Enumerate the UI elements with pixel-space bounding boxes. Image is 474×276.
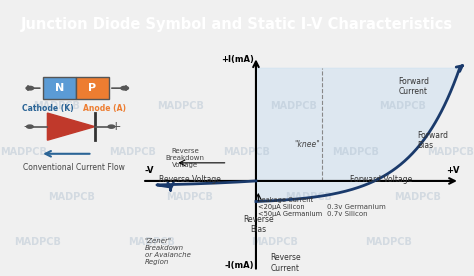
Text: Cathode (K): Cathode (K)	[22, 104, 73, 113]
Text: -: -	[24, 120, 28, 133]
Circle shape	[108, 125, 115, 128]
Text: +: +	[111, 120, 121, 133]
Text: Conventional Current Flow: Conventional Current Flow	[23, 163, 124, 172]
Text: "knee": "knee"	[294, 140, 320, 149]
Text: 0.3v Germanium
0.7v Silicon: 0.3v Germanium 0.7v Silicon	[327, 204, 386, 217]
Text: Forward
Current: Forward Current	[398, 77, 429, 96]
Text: Reverse
Breakdown
Voltage: Reverse Breakdown Voltage	[165, 148, 204, 168]
Text: MADPCB: MADPCB	[252, 237, 298, 247]
Circle shape	[26, 86, 34, 90]
Text: MADPCB: MADPCB	[380, 101, 426, 111]
FancyBboxPatch shape	[76, 77, 109, 99]
Text: MADPCB: MADPCB	[427, 147, 474, 156]
Text: MADPCB: MADPCB	[166, 192, 213, 202]
FancyBboxPatch shape	[43, 77, 76, 99]
Text: Leakage Current
<20μA Silicon
<50μA Germanium: Leakage Current <20μA Silicon <50μA Germ…	[258, 197, 322, 217]
Text: "Zener"
Breakdown
or Avalanche
Region: "Zener" Breakdown or Avalanche Region	[145, 238, 191, 264]
Text: N: N	[55, 83, 64, 93]
Text: Anode (A): Anode (A)	[83, 104, 126, 113]
Text: Reverse
Current: Reverse Current	[270, 253, 301, 273]
Text: Forward Voltage: Forward Voltage	[350, 175, 412, 184]
Text: MADPCB: MADPCB	[332, 147, 379, 156]
Text: MADPCB: MADPCB	[271, 101, 317, 111]
Text: MADPCB: MADPCB	[285, 192, 331, 202]
Text: Reverse Voltage: Reverse Voltage	[159, 175, 221, 184]
Text: +I(mA): +I(mA)	[221, 55, 254, 64]
Text: MADPCB: MADPCB	[48, 192, 94, 202]
Text: MADPCB: MADPCB	[128, 237, 175, 247]
Text: Junction Diode Symbol and Static I-V Characteristics: Junction Diode Symbol and Static I-V Cha…	[21, 17, 453, 32]
Text: +V: +V	[447, 166, 460, 175]
Text: Forward
Bias: Forward Bias	[417, 131, 448, 150]
Text: MADPCB: MADPCB	[34, 101, 80, 111]
Text: MADPCB: MADPCB	[157, 101, 203, 111]
Text: P: P	[88, 83, 97, 93]
Text: MADPCB: MADPCB	[394, 192, 440, 202]
Text: MADPCB: MADPCB	[365, 237, 412, 247]
Text: -V: -V	[145, 166, 154, 175]
Text: MADPCB: MADPCB	[15, 237, 61, 247]
Circle shape	[121, 86, 128, 90]
Text: Reverse
Bias: Reverse Bias	[243, 215, 273, 234]
Text: MADPCB: MADPCB	[223, 147, 270, 156]
Text: MADPCB: MADPCB	[0, 147, 47, 156]
Text: -I(mA): -I(mA)	[224, 261, 254, 270]
Circle shape	[27, 125, 33, 128]
Text: MADPCB: MADPCB	[109, 147, 156, 156]
Polygon shape	[47, 113, 95, 140]
